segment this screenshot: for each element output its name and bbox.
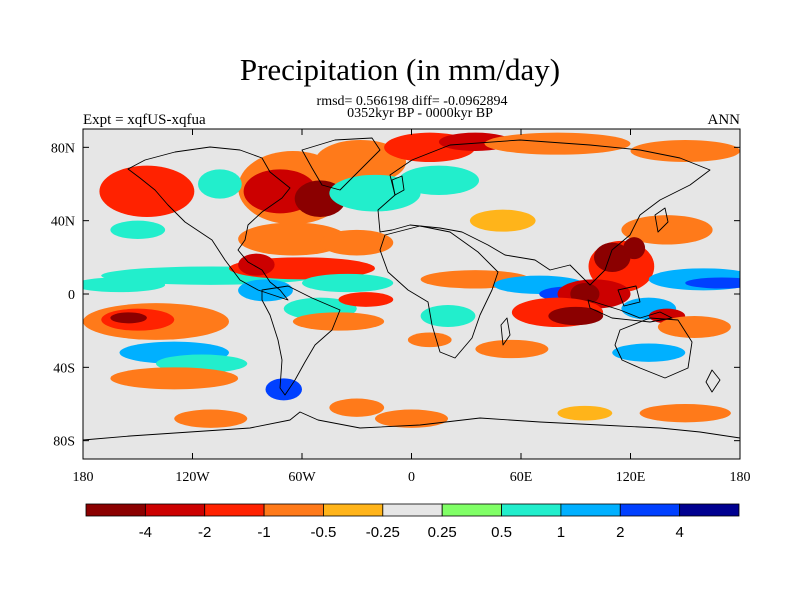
anomaly-region-9: [630, 140, 740, 162]
colorbar-label-9: 4: [675, 524, 683, 541]
anomaly-region-28: [594, 242, 631, 272]
coastline-madagascar: [500, 317, 511, 346]
chart-period: 0352kyr BP - 0000kyr BP: [347, 106, 493, 121]
colorbar-bin-8: [560, 503, 621, 517]
coastline-australia: [614, 317, 693, 379]
y-tick-label-1: 40N: [51, 215, 75, 230]
coastline-new-zealand: [705, 369, 721, 393]
anomaly-region-22: [302, 273, 394, 293]
y-tick-label-4: 80S: [53, 435, 75, 450]
x-tick-label-5: 120E: [616, 470, 646, 485]
anomaly-region-52: [265, 378, 302, 401]
colorbar-label-5: 0.25: [428, 524, 457, 541]
coastline-africa: [379, 225, 499, 359]
colorbar-label-4: -0.25: [366, 524, 400, 541]
anomaly-region-44: [110, 367, 239, 390]
colorbar-bin-0: [85, 503, 146, 517]
anomaly-region-1: [99, 165, 195, 217]
season-label: ANN: [707, 112, 741, 128]
colorbar-label-3: -0.5: [311, 524, 337, 541]
anomaly-region-31: [685, 277, 740, 289]
y-tick-label-3: 40S: [53, 361, 75, 376]
y-tick-label-2: 0: [68, 288, 75, 303]
anomaly-region-19: [83, 277, 166, 293]
colorbar-label-6: 0.5: [491, 524, 512, 541]
anomaly-region-21: [238, 253, 275, 276]
y-tick-label-0: 80N: [51, 141, 75, 156]
anomaly-region-5: [314, 140, 407, 184]
coastline-eurasia: [377, 139, 711, 286]
coastline-south-america: [261, 285, 341, 396]
coastline-uk: [391, 175, 405, 196]
anomaly-region-10: [329, 174, 421, 212]
anomaly-region-50: [475, 339, 549, 359]
colorbar-label-0: -4: [139, 524, 152, 541]
x-tick-label-1: 120W: [175, 470, 210, 485]
colorbar-label-2: -1: [257, 524, 270, 541]
anomaly-region-23: [238, 279, 293, 302]
coastline-antarctica: [83, 411, 740, 441]
coastline-borneo: [617, 285, 641, 307]
anomaly-region-57: [557, 405, 613, 421]
anomaly-region-11: [398, 165, 480, 195]
chart-stats: rmsd= 0.566198 diff= -0.0962894: [316, 94, 508, 109]
chart-title: Precipitation (in mm/day): [239, 52, 561, 87]
x-tick-label-3: 0: [408, 470, 415, 485]
anomaly-region-48: [420, 305, 476, 327]
anomaly-region-55: [174, 409, 248, 428]
colorbar-bin-7: [501, 503, 562, 517]
x-tick-label-2: 60W: [288, 470, 316, 485]
anomaly-region-49: [407, 332, 452, 348]
anomaly-region-12: [197, 169, 242, 199]
colorbar-bin-6: [441, 503, 502, 517]
colorbar-label-7: 1: [557, 524, 565, 541]
anomaly-region-8: [484, 132, 631, 155]
colorbar-bin-9: [619, 503, 681, 517]
anomaly-region-47: [338, 292, 394, 307]
anomaly-region-53: [329, 398, 385, 417]
colorbar-bin-3: [263, 503, 324, 517]
colorbar-bin-1: [144, 503, 206, 517]
x-tick-label-4: 60E: [510, 470, 533, 485]
anomaly-region-54: [375, 409, 448, 428]
anomaly-region-46: [292, 312, 385, 331]
colorbar-bin-2: [204, 503, 265, 517]
anomaly-region-56: [639, 404, 731, 423]
anomaly-region-41: [110, 312, 147, 324]
anomaly-region-51: [612, 343, 686, 362]
anomaly-region-16: [469, 209, 536, 232]
colorbar-bin-5: [382, 503, 443, 517]
coastline-north-america: [127, 146, 291, 301]
anomaly-region-29: [623, 237, 646, 260]
coastline-japan: [654, 207, 669, 233]
coastline-greenland: [301, 137, 381, 191]
coastline-indonesia: [587, 299, 673, 323]
anomaly-region-15: [320, 229, 394, 256]
anomaly-region-35: [548, 306, 604, 326]
x-tick-label-0: 180: [73, 470, 94, 485]
anomaly-region-13: [110, 220, 166, 239]
colorbar-bin-10: [679, 503, 740, 517]
experiment-label: Expt = xqfUS-xqfua: [83, 112, 206, 128]
anomaly-region-38: [657, 316, 731, 338]
anomaly-region-14: [238, 222, 348, 256]
anomaly-region-17: [621, 215, 713, 245]
colorbar-label-1: -2: [198, 524, 211, 541]
colorbar-label-8: 2: [616, 524, 624, 541]
x-tick-label-6: 180: [730, 470, 751, 485]
colorbar-bin-4: [323, 503, 384, 517]
